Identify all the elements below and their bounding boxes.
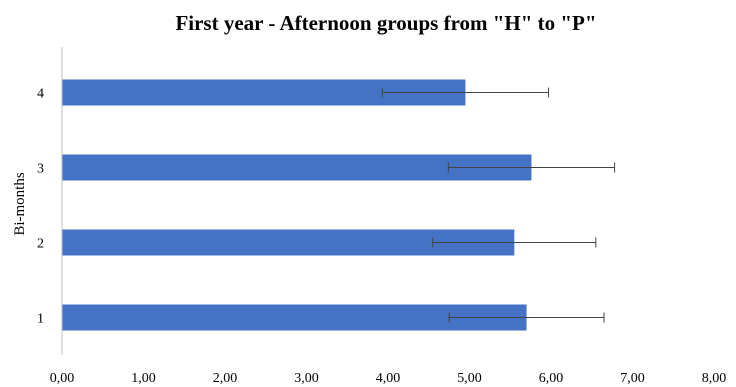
plot-area: 4 3 2 1 0,00 1,00 2,00 3,00 4,00 5,00 6,00 7,00 8,00: [37, 47, 726, 386]
chart-title: First year - Afternoon groups from "H" t…: [175, 11, 596, 35]
y-axis-label: Bi-months: [12, 172, 28, 236]
x-tick-label: 4,00: [376, 371, 401, 386]
y-tick-label: 2: [37, 237, 44, 252]
y-tick-label: 3: [37, 162, 44, 177]
x-tick-label: 3,00: [294, 371, 319, 386]
x-tick-label: 7,00: [620, 371, 645, 386]
x-tick-label: 2,00: [213, 371, 238, 386]
x-tick-label: 6,00: [539, 371, 564, 386]
y-tick-label: 4: [37, 87, 44, 102]
y-tick-label: 1: [37, 312, 44, 327]
x-tick-label: 5,00: [457, 371, 482, 386]
x-tick-label: 8,00: [702, 371, 727, 386]
x-tick-label: 1,00: [131, 371, 156, 386]
x-tick-label: 0,00: [50, 371, 75, 386]
